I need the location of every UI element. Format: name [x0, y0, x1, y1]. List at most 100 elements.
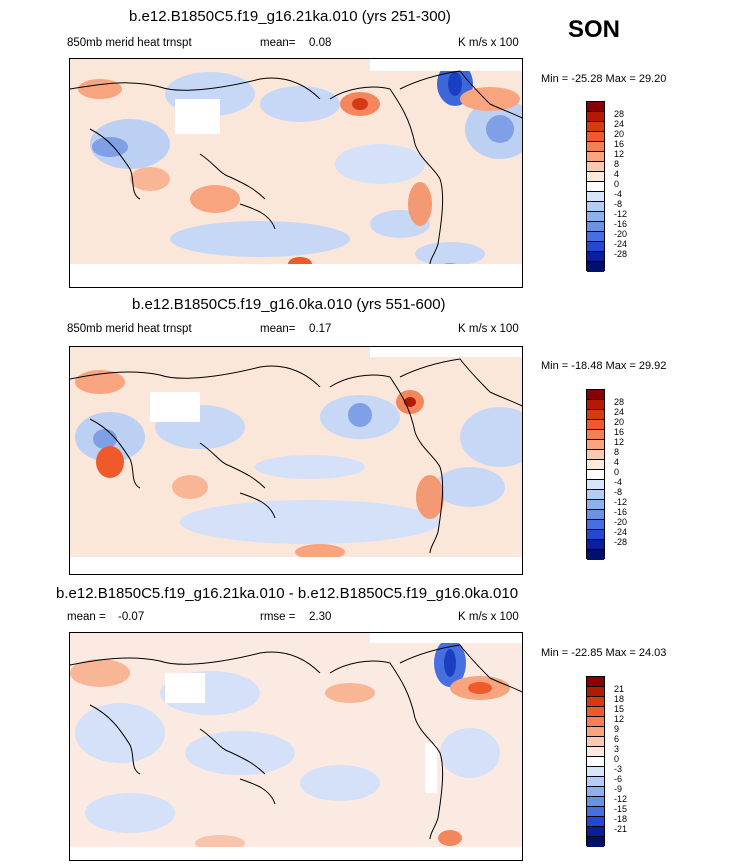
panel1-map — [69, 58, 523, 288]
panel2-field — [70, 347, 522, 574]
panel1-colorbar-labels: 28 24 20 16 12 8 4 0 -4 -8 -12 -16 -20 -… — [614, 109, 627, 259]
colorbar-swatch — [587, 500, 604, 510]
colorbar-swatch — [587, 232, 604, 242]
panel3-title: b.e12.B1850C5.f19_g16.21ka.010 - b.e12.B… — [56, 585, 519, 602]
panel2-min-value: -18.48 — [571, 360, 603, 372]
colorbar-label: -24 — [614, 239, 628, 249]
colorbar-label: -24 — [614, 527, 628, 537]
colorbar-swatch — [587, 707, 604, 717]
colorbar-label: -9 — [614, 784, 623, 794]
colorbar-label: 20 — [614, 129, 625, 139]
panel3-units: K m/s x 100 — [458, 611, 519, 623]
colorbar-label: 9 — [614, 724, 620, 734]
colorbar-swatch — [587, 212, 604, 222]
colorbar-label: 8 — [614, 447, 620, 457]
panel2-max-value: 29.92 — [638, 360, 667, 372]
colorbar-label: -18 — [614, 814, 628, 824]
panel2-title: b.e12.B1850C5.f19_g16.0ka.010 (yrs 551-6… — [132, 296, 446, 313]
panel2-mean-label: mean= — [260, 323, 296, 335]
colorbar-swatch — [587, 450, 604, 460]
panel3-max-value: 24.03 — [638, 647, 667, 659]
colorbar-swatch — [587, 112, 604, 122]
colorbar-swatch — [587, 242, 604, 252]
colorbar-label: -4 — [614, 477, 623, 487]
panel1-field — [70, 59, 522, 287]
panel1-colorbar — [586, 101, 605, 272]
panel3-mean-label: mean = — [67, 611, 106, 623]
panel3-map — [69, 632, 523, 861]
colorbar-swatch — [587, 727, 604, 737]
panel3-min-label: Min = — [541, 647, 569, 659]
panel1-title: b.e12.B1850C5.f19_g16.21ka.010 (yrs 251-… — [129, 8, 451, 25]
colorbar-swatch — [587, 222, 604, 232]
colorbar-label: -16 — [614, 507, 628, 517]
panel2-variable-label: 850mb merid heat trnspt — [67, 323, 192, 335]
season-label: SON — [568, 16, 621, 43]
panel1-units: K m/s x 100 — [458, 37, 519, 49]
colorbar-swatch — [587, 400, 604, 410]
panel1-min-label: Min = — [541, 73, 569, 85]
colorbar-label: -4 — [614, 189, 623, 199]
colorbar-label: -15 — [614, 804, 628, 814]
colorbar-swatch — [587, 480, 604, 490]
colorbar-swatch — [587, 717, 604, 727]
colorbar-label: 28 — [614, 397, 625, 407]
colorbar-swatch — [587, 132, 604, 142]
colorbar-swatch — [587, 687, 604, 697]
colorbar-swatch — [587, 430, 604, 440]
colorbar-label: 16 — [614, 139, 625, 149]
panel3-colorbar-labels: 21 18 15 12 9 6 3 0 -3 -6 -9 -12 -15 -18… — [614, 684, 627, 834]
colorbar-swatch — [587, 420, 604, 430]
colorbar-swatch — [587, 757, 604, 767]
colorbar-swatch — [587, 460, 604, 470]
colorbar-swatch — [587, 520, 604, 530]
colorbar-swatch — [587, 172, 604, 182]
colorbar-swatch — [587, 550, 604, 560]
panel1-max-label: Max = — [605, 73, 636, 85]
colorbar-label: 3 — [614, 744, 620, 754]
colorbar-swatch — [587, 390, 604, 400]
colorbar-swatch — [587, 777, 604, 787]
colorbar-swatch — [587, 182, 604, 192]
colorbar-swatch — [587, 202, 604, 212]
colorbar-label: -16 — [614, 219, 628, 229]
colorbar-label: 0 — [614, 467, 620, 477]
colorbar-label: 4 — [614, 457, 620, 467]
colorbar-label: 4 — [614, 169, 620, 179]
colorbar-swatch — [587, 470, 604, 480]
colorbar-swatch — [587, 697, 604, 707]
panel1-minmax: Min = -25.28 Max = 29.20 — [541, 73, 666, 85]
colorbar-label: -28 — [614, 249, 628, 259]
colorbar-label: 24 — [614, 119, 625, 129]
panel2-units: K m/s x 100 — [458, 323, 519, 335]
colorbar-swatch — [587, 490, 604, 500]
colorbar-swatch — [587, 152, 604, 162]
panel2-minmax: Min = -18.48 Max = 29.92 — [541, 360, 666, 372]
colorbar-swatch — [587, 797, 604, 807]
colorbar-label: 16 — [614, 427, 625, 437]
colorbar-label: -20 — [614, 229, 628, 239]
panel2-colorbar — [586, 389, 605, 560]
colorbar-label: -12 — [614, 209, 628, 219]
colorbar-label: 24 — [614, 407, 625, 417]
panel2-min-label: Min = — [541, 360, 569, 372]
panel1-mean-value: 0.08 — [309, 37, 332, 49]
colorbar-label: -12 — [614, 794, 628, 804]
colorbar-label: 20 — [614, 417, 625, 427]
panel2-colorbar-labels: 28 24 20 16 12 8 4 0 -4 -8 -12 -16 -20 -… — [614, 397, 627, 547]
colorbar-swatch — [587, 540, 604, 550]
colorbar-swatch — [587, 252, 604, 262]
panel3-colorbar — [586, 676, 605, 847]
colorbar-label: 28 — [614, 109, 625, 119]
colorbar-label: 0 — [614, 754, 620, 764]
panel3-max-label: Max = — [605, 647, 636, 659]
colorbar-swatch — [587, 162, 604, 172]
colorbar-swatch — [587, 142, 604, 152]
colorbar-swatch — [587, 510, 604, 520]
colorbar-label: -8 — [614, 199, 623, 209]
colorbar-swatch — [587, 677, 604, 687]
colorbar-label: 6 — [614, 734, 620, 744]
panel3-minmax: Min = -22.85 Max = 24.03 — [541, 647, 666, 659]
colorbar-label: -21 — [614, 824, 628, 834]
colorbar-swatch — [587, 192, 604, 202]
